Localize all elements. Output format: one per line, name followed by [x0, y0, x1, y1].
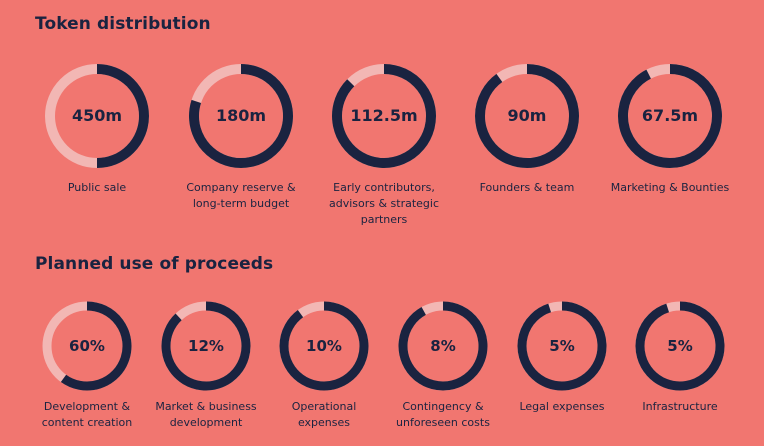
- donut-arc: [161, 301, 251, 391]
- donut-chart: [189, 64, 293, 168]
- donut-category-label: Company reserve & long-term budget: [186, 181, 296, 210]
- donut-arc: [517, 301, 607, 391]
- donut-arc: [398, 301, 488, 391]
- donut-chart: [332, 64, 436, 168]
- donut-item: 5%: [513, 297, 611, 395]
- donut-category-label: Legal expenses: [519, 400, 605, 413]
- donut-value-label: 67.5m: [641, 106, 699, 126]
- donut-value-label: 10%: [306, 336, 342, 355]
- donut-chart: [517, 301, 607, 391]
- donut-arc: [332, 64, 436, 168]
- donut-item: 112.5m: [327, 59, 441, 173]
- donut-chart: [279, 301, 369, 391]
- donut-item: 67.5m: [613, 59, 727, 173]
- donut-item: 60%: [38, 297, 136, 395]
- donut-arc: [618, 64, 722, 168]
- donut-item: 8%: [394, 297, 492, 395]
- donut-category-label: Founders & team: [479, 181, 575, 194]
- donut-chart: [398, 301, 488, 391]
- donut-value-label: 60%: [69, 336, 105, 355]
- donut-value-label: 5%: [549, 336, 575, 355]
- donut-chart: [45, 64, 149, 168]
- donut-value-label: 90m: [507, 106, 547, 126]
- donut-category-label: Development & content creation: [41, 400, 133, 429]
- donut-item: 5%: [631, 297, 729, 395]
- donut-arc: [279, 301, 369, 391]
- donut-item: 90m: [470, 59, 584, 173]
- donut-category-label: Market & business development: [155, 400, 257, 429]
- donut-item: 10%: [275, 297, 373, 395]
- donut-category-label: Operational expenses: [291, 400, 357, 429]
- donut-item: 450m: [40, 59, 154, 173]
- donut-chart: [161, 301, 251, 391]
- donut-category-label: Public sale: [67, 181, 127, 194]
- section-title-token-distribution: Token distribution: [35, 14, 211, 34]
- donut-arc: [60, 301, 132, 391]
- donut-value-label: 8%: [430, 336, 456, 355]
- section-title-planned-use-of-proceeds: Planned use of proceeds: [35, 254, 274, 274]
- donut-arc: [475, 64, 579, 168]
- donut-chart: [475, 64, 579, 168]
- donut-value-label: 112.5m: [350, 106, 418, 126]
- donut-value-label: 180m: [215, 106, 267, 126]
- donut-value-label: 12%: [188, 336, 224, 355]
- donut-category-label: Early contributors, advisors & strategic p…: [328, 181, 440, 226]
- donut-item: 180m: [184, 59, 298, 173]
- donut-value-label: 5%: [667, 336, 693, 355]
- donut-arc: [635, 301, 725, 391]
- donut-category-label: Infrastructure: [642, 400, 718, 413]
- donut-item: 12%: [157, 297, 255, 395]
- donut-category-label: Marketing & Bounties: [610, 181, 730, 194]
- donut-chart: [42, 301, 132, 391]
- donut-chart: [635, 301, 725, 391]
- donut-arc: [96, 64, 149, 168]
- donut-arc: [189, 64, 293, 168]
- donut-chart: [618, 64, 722, 168]
- donut-category-label: Contingency & unforeseen costs: [396, 400, 490, 429]
- donut-value-label: 450m: [71, 106, 123, 126]
